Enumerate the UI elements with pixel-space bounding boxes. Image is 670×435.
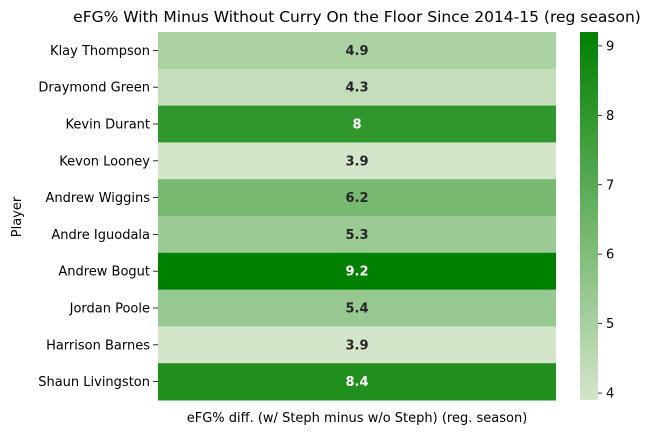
cell-value-label: 4.9: [345, 44, 368, 59]
heatmap-cells: 4.9 4.3 8 3.9 6.2 5.3 9.2 5.4 3.9 8.4: [158, 32, 556, 401]
colorbar-tick-label: 7: [606, 178, 614, 193]
cell-value-label: 5.4: [345, 302, 368, 317]
heatmap-cell-draymond-green: [158, 68, 556, 107]
heatmap-cell-andrew-wiggins: [158, 179, 556, 217]
row-label-jordan-poole: Jordan Poole: [69, 302, 150, 317]
heatmap-cell-kevon-looney: [158, 142, 556, 180]
row-label-shaun-livingston: Shaun Livingston: [38, 375, 150, 390]
heatmap-cell-shaun-livingston: [158, 363, 556, 401]
cell-value-label: 4.3: [345, 81, 368, 96]
colorbar-tick-label: 9: [606, 39, 614, 54]
colorbar-ticks: 4 5 6 7 8 9: [598, 39, 614, 402]
heatmap-cell-andrew-bogut: [158, 252, 556, 291]
cell-value-label: 3.9: [345, 154, 368, 169]
row-label-andre-iguodala: Andre Iguodala: [51, 228, 150, 243]
row-label-draymond-green: Draymond Green: [38, 81, 150, 96]
row-label-klay-thompson: Klay Thompson: [50, 44, 150, 59]
cell-value-label: 8: [352, 118, 361, 133]
row-label-kevon-looney: Kevon Looney: [59, 154, 150, 169]
heatmap-cell-kevin-durant: [158, 105, 556, 143]
heatmap-cell-andre-iguodala: [158, 216, 556, 254]
cell-value-label: 8.4: [345, 375, 368, 390]
row-label-harrison-barnes: Harrison Barnes: [46, 338, 150, 353]
colorbar-tick-label: 6: [606, 248, 614, 263]
cell-value-label: 6.2: [345, 191, 368, 206]
row-label-kevin-durant: Kevin Durant: [66, 118, 150, 133]
x-axis-label: eFG% diff. (w/ Steph minus w/o Steph) (r…: [187, 411, 528, 426]
colorbar: [580, 32, 598, 400]
colorbar-tick-label: 4: [606, 387, 614, 402]
cell-value-label: 9.2: [345, 265, 368, 280]
row-labels: Klay Thompson Draymond Green Kevin Durant K…: [38, 44, 158, 390]
cell-value-label: 5.3: [345, 228, 368, 243]
row-label-andrew-bogut: Andrew Bogut: [58, 265, 150, 280]
colorbar-tick-label: 5: [606, 317, 614, 332]
heatmap-cell-harrison-barnes: [158, 326, 556, 364]
row-label-andrew-wiggins: Andrew Wiggins: [45, 191, 150, 206]
heatmap-cell-jordan-poole: [158, 289, 556, 327]
y-axis-label: Player: [10, 196, 25, 237]
chart-title: eFG% With Minus Without Curry On the Flo…: [73, 8, 641, 26]
colorbar-tick-label: 8: [606, 109, 614, 124]
heatmap-cell-klay-thompson: [158, 32, 556, 70]
cell-value-label: 3.9: [345, 338, 368, 353]
